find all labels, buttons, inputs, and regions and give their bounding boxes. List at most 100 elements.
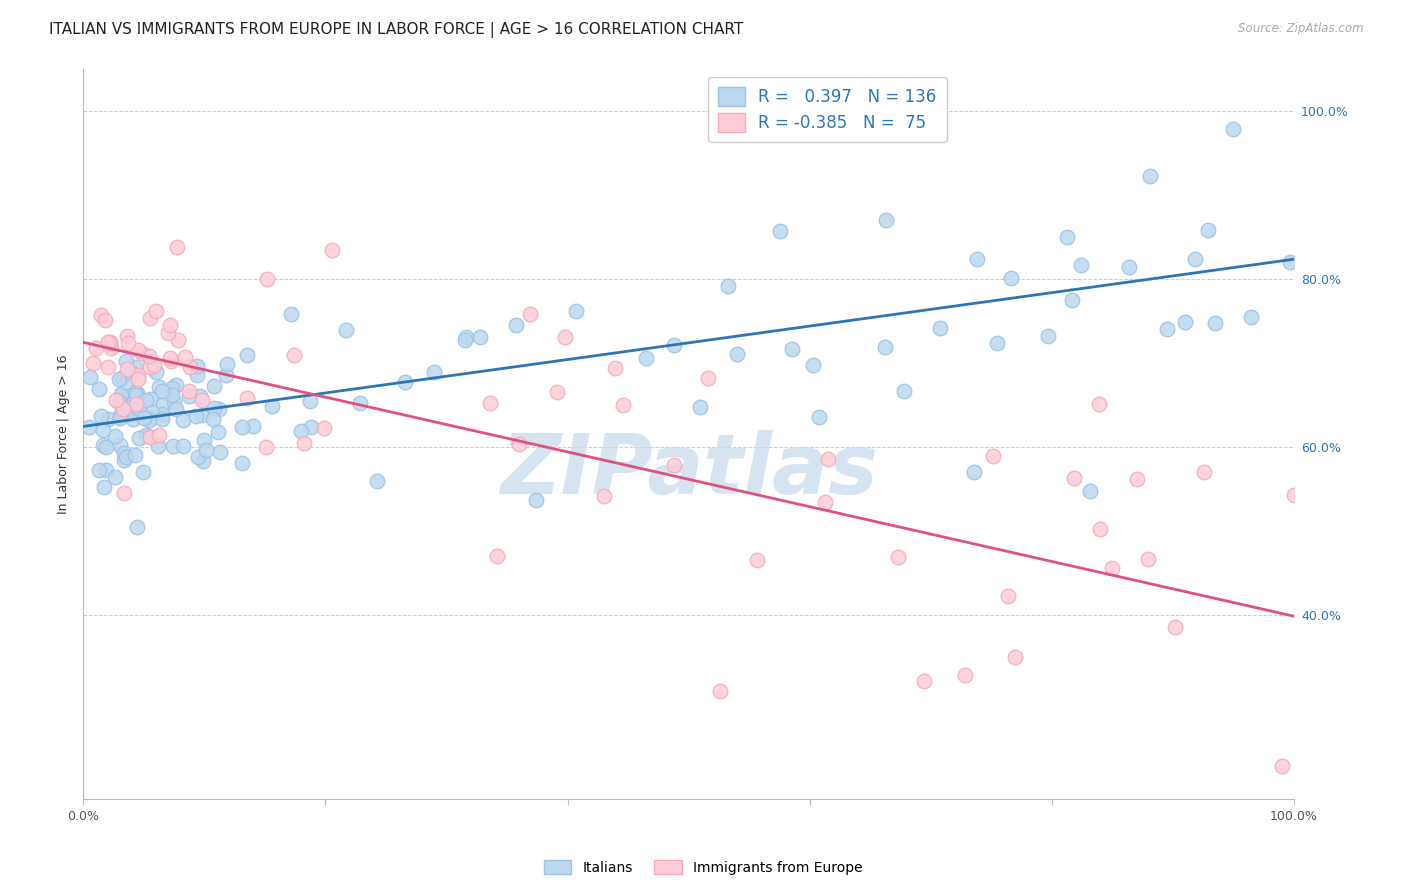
Point — [112, 446, 135, 460]
Point — [505, 318, 527, 332]
Point — [260, 399, 283, 413]
Point — [612, 398, 634, 412]
Point — [117, 336, 139, 351]
Point — [299, 420, 322, 434]
Point — [125, 385, 148, 400]
Point — [187, 450, 209, 464]
Point — [127, 372, 149, 386]
Point — [454, 330, 477, 344]
Point — [87, 383, 110, 397]
Point — [166, 401, 188, 416]
Point — [125, 401, 148, 415]
Point — [127, 368, 149, 382]
Point — [112, 453, 135, 467]
Point — [349, 396, 371, 410]
Point — [208, 401, 231, 416]
Point — [177, 389, 200, 403]
Point — [138, 359, 160, 374]
Point — [135, 428, 157, 442]
Point — [1192, 465, 1215, 479]
Point — [593, 489, 616, 503]
Point — [114, 407, 136, 421]
Point — [179, 384, 201, 398]
Point — [108, 371, 131, 385]
Point — [1126, 472, 1149, 486]
Point — [104, 428, 127, 442]
Point — [662, 338, 685, 352]
Point — [283, 348, 305, 362]
Point — [1164, 620, 1187, 634]
Point — [727, 346, 749, 360]
Point — [79, 420, 101, 434]
Point — [519, 307, 541, 321]
Legend: R =   0.397   N = 136, R = -0.385   N =  75: R = 0.397 N = 136, R = -0.385 N = 75 — [709, 77, 946, 142]
Point — [148, 380, 170, 394]
Point — [1197, 223, 1219, 237]
Point — [202, 412, 225, 426]
Point — [112, 402, 135, 417]
Point — [1118, 260, 1140, 274]
Point — [138, 412, 160, 426]
Point — [112, 486, 135, 500]
Point — [172, 439, 194, 453]
Point — [479, 396, 502, 410]
Point — [84, 341, 107, 355]
Point — [814, 495, 837, 509]
Point — [689, 401, 711, 415]
Point — [986, 336, 1008, 351]
Point — [1204, 317, 1226, 331]
Point — [138, 352, 160, 367]
Point — [191, 409, 214, 423]
Point — [160, 388, 183, 402]
Point — [423, 365, 446, 379]
Point — [110, 407, 132, 421]
Point — [215, 368, 238, 382]
Point — [524, 493, 547, 508]
Point — [114, 354, 136, 368]
Point — [807, 410, 830, 425]
Point — [290, 424, 312, 438]
Point — [217, 357, 239, 371]
Point — [152, 407, 174, 421]
Point — [108, 409, 131, 424]
Point — [163, 394, 186, 409]
Point — [121, 412, 143, 426]
Point — [202, 378, 225, 392]
Point — [125, 388, 148, 402]
Point — [1279, 255, 1302, 269]
Point — [152, 397, 174, 411]
Point — [125, 397, 148, 411]
Point — [195, 442, 218, 457]
Point — [1222, 121, 1244, 136]
Point — [125, 520, 148, 534]
Point — [98, 336, 121, 351]
Point — [124, 448, 146, 462]
Point — [138, 409, 160, 424]
Point — [1240, 310, 1263, 324]
Point — [132, 411, 155, 425]
Point — [145, 304, 167, 318]
Point — [603, 360, 626, 375]
Point — [1000, 271, 1022, 285]
Point — [186, 409, 208, 424]
Point — [139, 430, 162, 444]
Point — [873, 341, 896, 355]
Point — [1088, 397, 1111, 411]
Point — [120, 365, 142, 379]
Point — [110, 387, 132, 401]
Point — [254, 440, 277, 454]
Point — [104, 470, 127, 484]
Point — [1156, 321, 1178, 335]
Point — [963, 466, 986, 480]
Point — [117, 362, 139, 376]
Point — [117, 400, 139, 414]
Y-axis label: In Labor Force | Age > 16: In Labor Force | Age > 16 — [58, 354, 70, 514]
Point — [111, 371, 134, 385]
Point — [876, 213, 898, 227]
Point — [366, 474, 388, 488]
Point — [817, 452, 839, 467]
Point — [745, 553, 768, 567]
Point — [454, 334, 477, 348]
Point — [298, 393, 321, 408]
Point — [166, 240, 188, 254]
